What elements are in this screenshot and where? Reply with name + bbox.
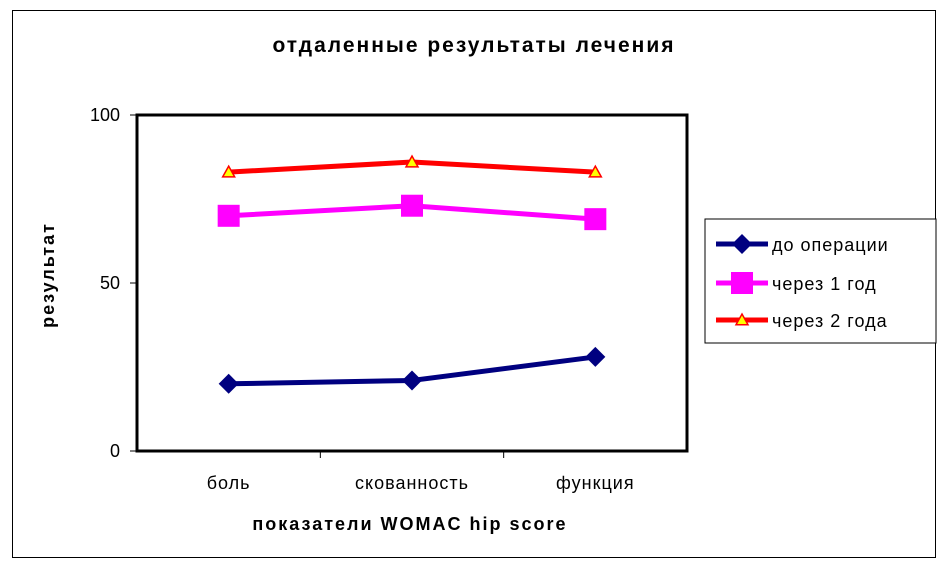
y-axis: 0 50 100 xyxy=(90,105,137,461)
data-point xyxy=(402,370,422,391)
data-point xyxy=(585,346,606,367)
data-point xyxy=(588,164,603,178)
y-tick-label: 50 xyxy=(100,273,120,293)
legend: до операции через 1 год через 2 года xyxy=(716,234,889,331)
x-axis: боль скованность функция xyxy=(207,451,635,493)
legend-label: до операции xyxy=(772,235,889,255)
legend-label: через 2 года xyxy=(772,311,888,331)
x-axis-title: показатели WOMAC hip score xyxy=(252,514,567,534)
chart-title: отдаленные результаты лечения xyxy=(272,34,675,57)
data-point xyxy=(218,373,239,394)
legend-marker xyxy=(732,234,752,254)
x-tick-label: скованность xyxy=(355,473,469,493)
legend-marker xyxy=(734,312,750,326)
data-point xyxy=(401,194,423,217)
y-tick-label: 100 xyxy=(90,105,120,125)
data-point xyxy=(221,164,236,178)
y-tick-label: 0 xyxy=(110,441,120,461)
data-point xyxy=(217,204,240,227)
y-axis-title: результат xyxy=(38,222,58,328)
legend-label: через 1 год xyxy=(772,274,877,294)
data-point xyxy=(584,208,607,231)
x-tick-label: функция xyxy=(556,473,635,493)
x-tick-label: боль xyxy=(207,473,251,493)
legend-marker xyxy=(731,272,753,294)
series-group xyxy=(217,154,607,394)
data-point xyxy=(404,154,420,168)
